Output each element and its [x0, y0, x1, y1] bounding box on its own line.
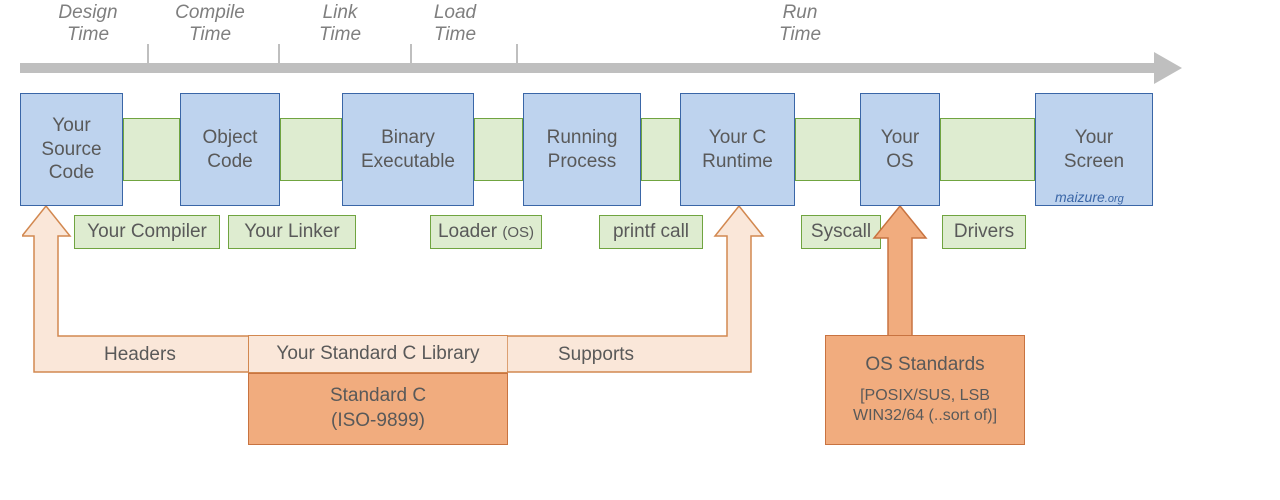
phase-run: RunTime	[770, 2, 830, 46]
supports-label: Supports	[558, 344, 634, 366]
timeline-arrowhead-icon	[1154, 52, 1182, 84]
stage-binary-exe: BinaryExecutable	[342, 93, 474, 206]
os-standards-box: OS Standards [POSIX/SUS, LSB WIN32/64 (.…	[825, 335, 1025, 445]
stage-object-code: ObjectCode	[180, 93, 280, 206]
phase-compile: CompileTime	[165, 2, 255, 46]
stage-running-process: RunningProcess	[523, 93, 641, 206]
bridge	[940, 118, 1035, 181]
stage-label: ObjectCode	[203, 126, 258, 174]
bridge	[123, 118, 180, 181]
stage-os: YourOS	[860, 93, 940, 206]
bridge	[280, 118, 342, 181]
stage-label: RunningProcess	[547, 126, 618, 174]
phase-load: LoadTime	[425, 2, 485, 46]
headers-label: Headers	[104, 344, 176, 366]
stage-label: BinaryExecutable	[361, 126, 455, 174]
timeline-bar	[20, 63, 1155, 73]
stage-c-runtime: Your CRuntime	[680, 93, 795, 206]
arrow-os-standards-icon	[870, 206, 930, 338]
stage-label: YourSourceCode	[41, 114, 101, 185]
stage-source-code: YourSourceCode	[20, 93, 123, 206]
bridge	[795, 118, 860, 181]
credit-text: maizure.org	[1055, 189, 1124, 205]
stage-label: YourScreen	[1064, 126, 1124, 174]
arrow-supports-icon	[507, 206, 767, 374]
phase-design: DesignTime	[48, 2, 128, 46]
stdlib-box: Your Standard C Library	[248, 335, 508, 373]
conn-drivers: Drivers	[942, 215, 1026, 249]
conn-syscall: Syscall	[801, 215, 881, 249]
stage-label: YourOS	[881, 126, 919, 174]
bridge	[641, 118, 680, 181]
standard-c-box: Standard C (ISO-9899)	[248, 373, 508, 445]
bridge	[474, 118, 523, 181]
phase-link: LinkTime	[310, 2, 370, 46]
stage-label: Your CRuntime	[702, 126, 773, 174]
